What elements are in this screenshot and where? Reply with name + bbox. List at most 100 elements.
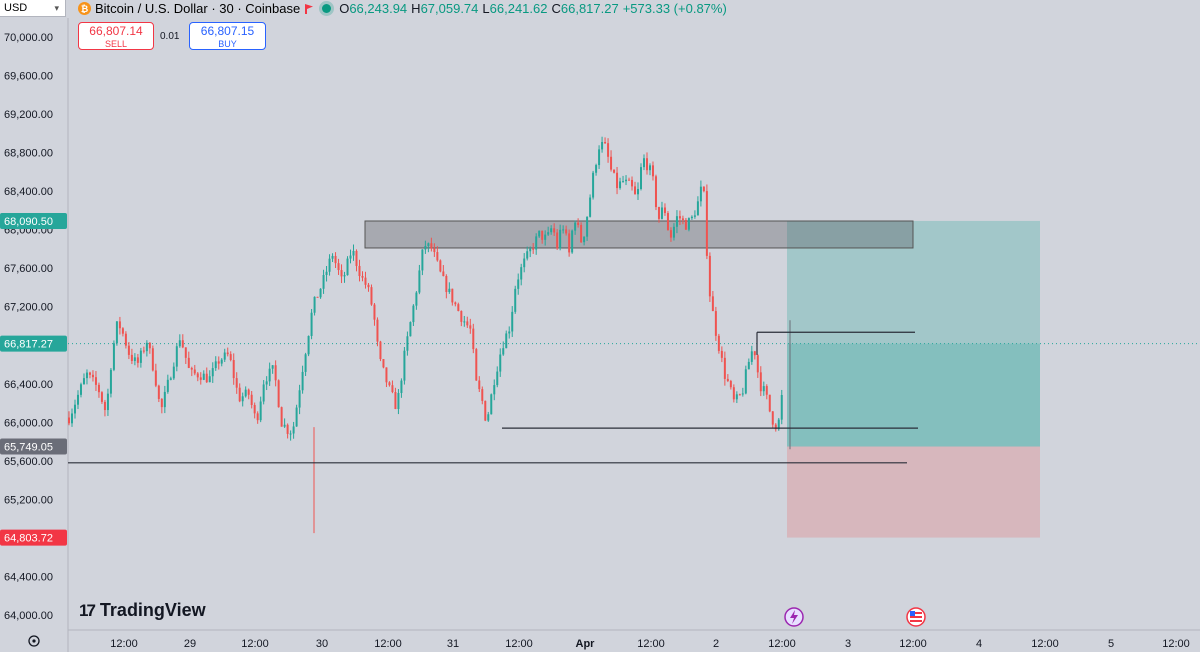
candle-body <box>625 179 628 182</box>
settings-gear-icon[interactable] <box>28 635 40 647</box>
candle-body <box>358 265 361 277</box>
candle-body <box>472 328 475 350</box>
ohlc-close: C66,817.27 <box>551 1 619 16</box>
candle-body <box>442 271 445 277</box>
candle-body <box>496 371 499 386</box>
candle-body <box>292 426 295 434</box>
candle-body <box>265 381 268 385</box>
candle-body <box>229 354 232 361</box>
candle-body <box>187 357 190 368</box>
candle-body <box>130 354 133 361</box>
candle-body <box>85 372 88 379</box>
flag-icon[interactable] <box>304 3 314 14</box>
buy-button[interactable]: 66,807.15 BUY <box>189 22 266 50</box>
candle-body <box>262 384 265 402</box>
candle-body <box>732 387 735 400</box>
y-tick-label: 66,400.00 <box>4 379 53 391</box>
flag-stripe <box>910 620 922 622</box>
candle-body <box>637 188 640 195</box>
candle-body <box>361 276 364 278</box>
tradingview-logo-text: TradingView <box>99 600 206 620</box>
candle-body <box>681 218 684 220</box>
candle-body <box>211 368 214 377</box>
candle-body <box>142 350 145 352</box>
candle-body <box>705 191 708 256</box>
candle-body <box>73 404 76 414</box>
candle-body <box>675 216 678 227</box>
candle-body <box>642 158 645 168</box>
chevron-down-icon: ▾ <box>54 2 59 13</box>
ohlc-open: O66,243.94 <box>339 1 408 16</box>
candle-body <box>693 215 696 217</box>
candle-body <box>193 369 196 374</box>
profit-zone-lower <box>787 343 1040 447</box>
sell-price: 66,807.14 <box>89 24 143 38</box>
candle-body <box>663 207 666 214</box>
sell-button[interactable]: 66,807.14 SELL <box>78 22 154 50</box>
currency-selector[interactable]: USD ▾ <box>0 0 66 17</box>
candle-body <box>190 367 193 370</box>
sell-label: SELL <box>104 39 128 49</box>
candle-body <box>645 158 648 171</box>
candle-body <box>666 213 669 231</box>
candle-body <box>517 279 520 289</box>
price-tag-bg <box>0 335 67 352</box>
candle-body <box>628 179 631 181</box>
x-tick-label: 12:00 <box>768 638 796 650</box>
symbol-title[interactable]: Bitcoin / U.S. Dollar · 30 · Coinbase <box>95 1 301 16</box>
candle-body <box>277 380 280 408</box>
candle-body <box>70 413 73 424</box>
y-tick-label: 65,600.00 <box>4 456 53 468</box>
y-tick-label: 68,800.00 <box>4 148 53 160</box>
ohlc-low: L66,241.62 <box>482 1 548 16</box>
candle-body <box>669 230 672 238</box>
candle-body <box>454 302 457 305</box>
candle-body <box>337 263 340 271</box>
candle-body <box>238 387 241 402</box>
x-tick-label: 12:00 <box>1031 638 1059 650</box>
x-tick-label: 12:00 <box>899 638 927 650</box>
candle-body <box>523 258 526 268</box>
y-tick-label: 67,600.00 <box>4 263 53 275</box>
settings-gear-center <box>32 639 36 643</box>
candle-body <box>631 179 634 187</box>
candle-body <box>253 404 256 414</box>
candle-body <box>514 288 517 312</box>
candle-body <box>505 333 508 349</box>
price-tag-label: 64,803.72 <box>4 533 53 545</box>
loss-zone <box>787 446 1040 538</box>
price-change: +573.33 (+0.87%) <box>622 1 727 16</box>
x-tick-label: 30 <box>316 638 328 650</box>
candle-body <box>256 413 259 421</box>
candle-body <box>388 382 391 386</box>
candle-body <box>385 367 388 383</box>
x-tick-label: 12:00 <box>1162 638 1190 650</box>
candle-body <box>544 234 547 240</box>
market-status-icon <box>322 4 332 13</box>
candle-body <box>406 336 409 351</box>
candle-body <box>478 380 481 390</box>
candle-body <box>91 374 94 378</box>
tradingview-logo[interactable]: 17 TradingView <box>79 600 206 621</box>
candle-body <box>208 376 211 383</box>
candle-body <box>118 321 121 329</box>
candle-body <box>148 342 151 349</box>
candle-body <box>726 378 729 381</box>
candle-body <box>765 386 768 395</box>
candle-body <box>550 228 553 233</box>
x-tick-label: 12:00 <box>505 638 533 650</box>
candle-body <box>133 357 136 361</box>
candle-body <box>286 424 289 434</box>
tradingview-logo-icon: 17 <box>79 600 96 620</box>
supply-zone <box>364 220 914 249</box>
candle-body <box>592 172 595 198</box>
candle-body <box>409 322 412 337</box>
candle-body <box>415 292 418 306</box>
lightning-glyph <box>790 610 798 624</box>
buy-label: BUY <box>218 39 237 49</box>
candle-body <box>295 407 298 427</box>
candle-body <box>157 385 160 399</box>
candle-body <box>780 395 783 420</box>
candle-body <box>610 156 613 170</box>
